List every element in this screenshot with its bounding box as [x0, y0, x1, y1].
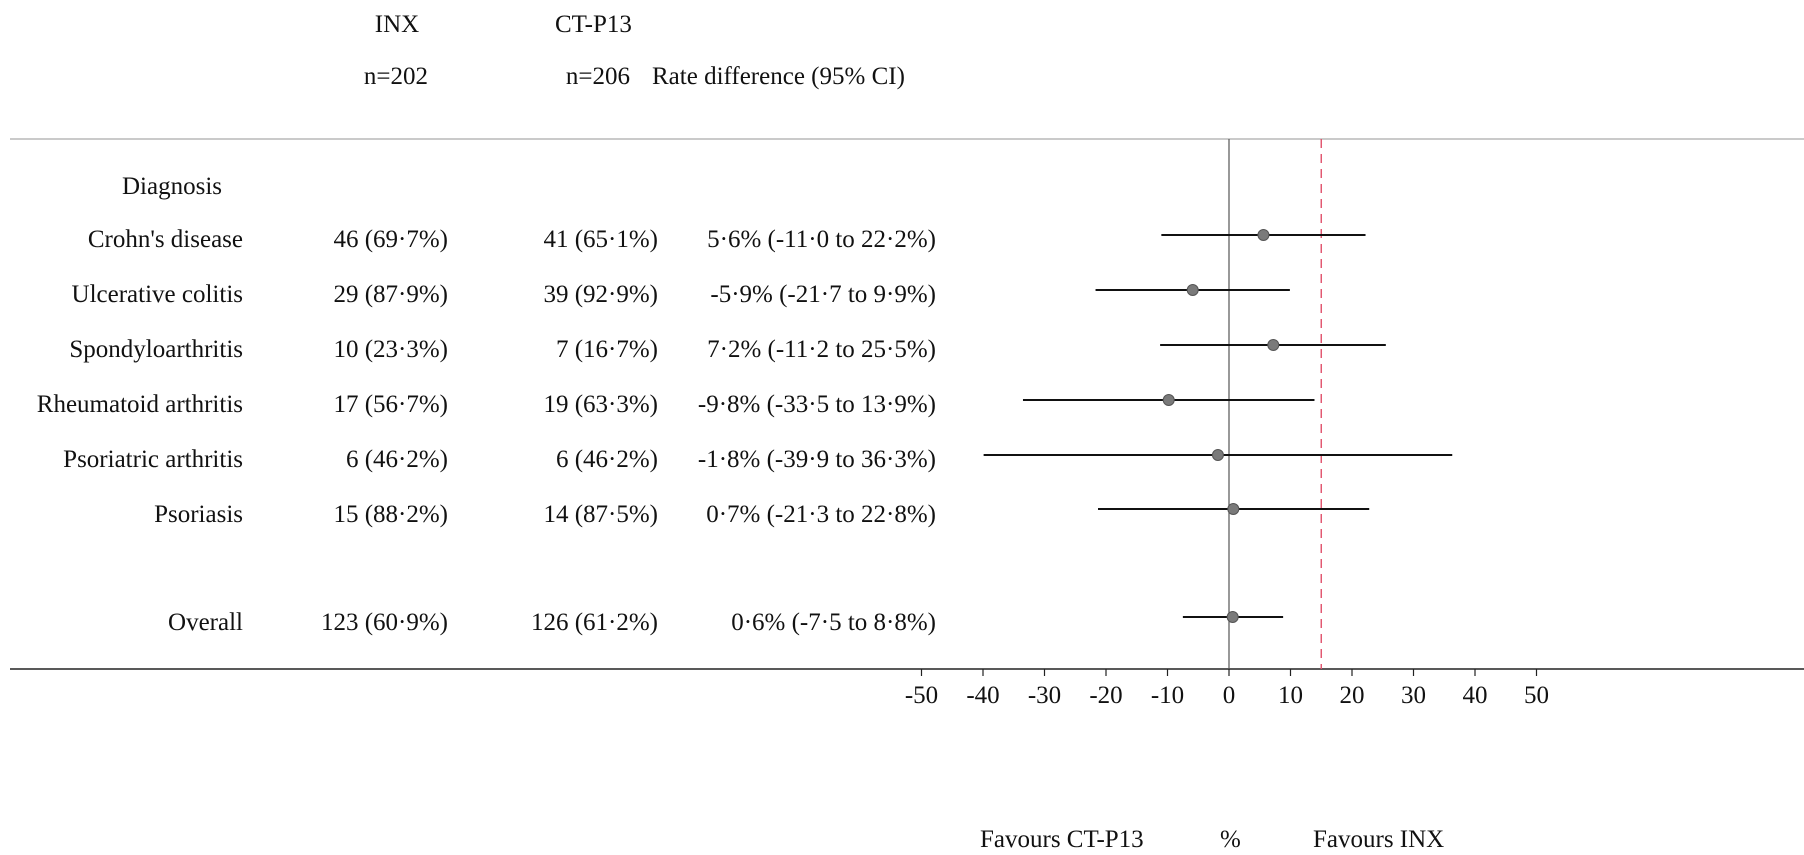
favours-left-label: Favours CT-P13 — [980, 826, 1144, 853]
row-rate-difference: 0·6% (-7·5 to 8·8%) — [731, 609, 936, 636]
row-label: Overall — [168, 609, 243, 636]
row-rate-difference: -5·9% (-21·7 to 9·9%) — [710, 281, 936, 308]
row-label: Psoriatric arthritis — [63, 446, 243, 473]
row-rate-difference: 5·6% (-11·0 to 22·2%) — [707, 226, 936, 253]
x-tick-label: 50 — [1524, 682, 1549, 709]
x-tick-label: 30 — [1401, 682, 1426, 709]
x-tick-label: 20 — [1340, 682, 1365, 709]
favours-right-label: Favours INX — [1313, 826, 1445, 853]
row-label: Rheumatoid arthritis — [36, 391, 243, 418]
point-estimate-marker — [1227, 503, 1240, 515]
x-tick-label: -50 — [905, 682, 938, 709]
row-rate-difference: 7·2% (-11·2 to 25·5%) — [707, 336, 936, 363]
row-rate-difference: -9·8% (-33·5 to 13·9%) — [697, 391, 936, 418]
x-tick-label: -40 — [966, 682, 999, 709]
x-tick-label: -20 — [1089, 682, 1122, 709]
x-tick-label: -10 — [1151, 682, 1184, 709]
point-estimate-marker — [1257, 229, 1270, 241]
row-inx-value: 17 (56·7%) — [333, 391, 448, 418]
row-ctp13-value: 39 (92·9%) — [543, 281, 658, 308]
row-rate-difference: -1·8% (-39·9 to 36·3%) — [697, 446, 936, 473]
row-label: Psoriasis — [154, 501, 243, 528]
x-tick-label: 10 — [1278, 682, 1303, 709]
row-inx-value: 29 (87·9%) — [333, 281, 448, 308]
row-label: Spondyloarthritis — [69, 336, 243, 363]
x-tick-label: 40 — [1463, 682, 1488, 709]
row-inx-value: 46 (69·7%) — [333, 226, 448, 253]
ctp13-n: n=206 — [565, 63, 630, 90]
row-rate-difference: 0·7% (-21·3 to 22·8%) — [706, 501, 936, 528]
ctp13-column-title: CT-P13 — [555, 11, 632, 38]
point-estimate-marker — [1162, 394, 1175, 406]
row-ctp13-value: 6 (46·2%) — [555, 446, 658, 473]
x-tick-label: 0 — [1223, 682, 1236, 709]
point-estimate-marker — [1267, 339, 1280, 351]
row-ctp13-value: 7 (16·7%) — [555, 336, 658, 363]
section-label: Diagnosis — [122, 173, 222, 200]
row-inx-value: 10 (23·3%) — [333, 336, 448, 363]
point-estimate-marker — [1211, 449, 1224, 461]
row-label: Crohn's disease — [87, 226, 243, 253]
row-inx-value: 15 (88·2%) — [333, 501, 448, 528]
row-label: Ulcerative colitis — [71, 281, 243, 308]
point-estimate-marker — [1226, 611, 1239, 623]
inx-column-title: INX — [374, 11, 420, 38]
inx-n: n=202 — [363, 63, 428, 90]
x-tick-label: -30 — [1028, 682, 1061, 709]
point-estimate-marker — [1186, 284, 1199, 296]
row-ctp13-value: 19 (63·3%) — [543, 391, 658, 418]
row-inx-value: 6 (46·2%) — [345, 446, 448, 473]
x-axis-label: % — [1220, 826, 1241, 853]
rate-difference-header: Rate difference (95% CI) — [652, 63, 905, 90]
row-inx-value: 123 (60·9%) — [320, 609, 448, 636]
row-ctp13-value: 41 (65·1%) — [543, 226, 658, 253]
row-ctp13-value: 126 (61·2%) — [530, 609, 658, 636]
row-ctp13-value: 14 (87·5%) — [543, 501, 658, 528]
